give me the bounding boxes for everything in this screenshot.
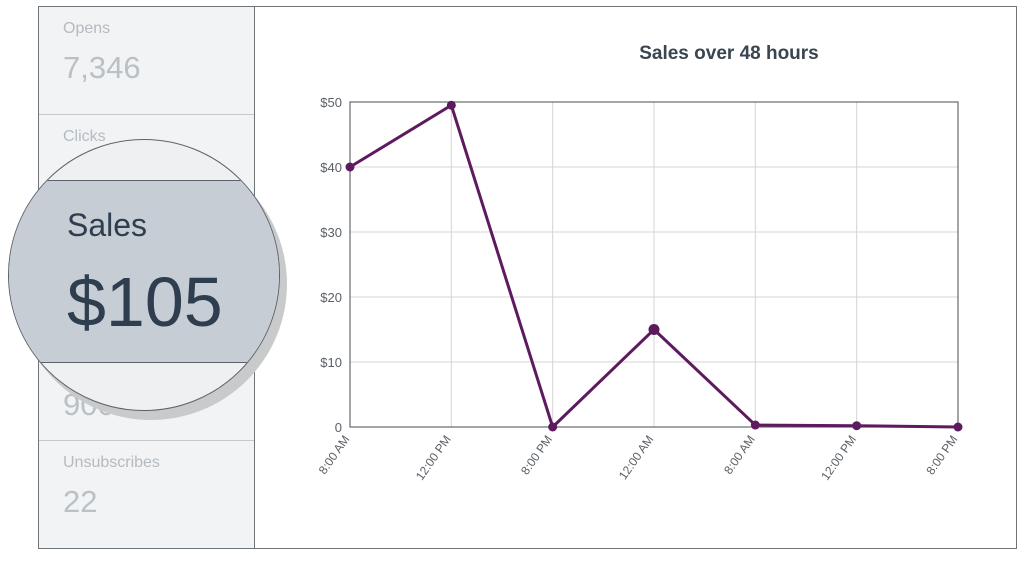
y-tick-label: $10 bbox=[320, 355, 342, 370]
metric-clicks-label: Clicks bbox=[63, 128, 106, 145]
x-tick-label: 12:00 PM bbox=[413, 433, 454, 483]
y-tick-label: $40 bbox=[320, 160, 342, 175]
metric-opens-value: 7,346 bbox=[63, 50, 141, 85]
magnified-sales-value: $105 bbox=[67, 263, 223, 341]
sales-data-point[interactable] bbox=[345, 162, 355, 172]
x-tick-label: 8:00 PM bbox=[518, 433, 555, 478]
metric-unsubscribes-label: Unsubscribes bbox=[63, 454, 160, 471]
x-tick-label: 8:00 PM bbox=[923, 433, 960, 478]
magnified-sales-band bbox=[9, 180, 279, 363]
metric-unsubscribes-value: 22 bbox=[63, 484, 98, 519]
sales-data-point[interactable] bbox=[953, 422, 963, 432]
dashboard-frame: Opens 7,346 Clicks 900 Unsubscribes 22 S… bbox=[38, 6, 1017, 549]
sales-line-chart: Sales over 48 hours 0 $10 $20 $30 $40 $50 8:00… bbox=[316, 43, 963, 483]
x-tick-label: 12:00 AM bbox=[616, 433, 657, 483]
sales-data-point[interactable] bbox=[852, 421, 862, 431]
sales-data-point[interactable] bbox=[446, 100, 456, 110]
sales-data-point[interactable] bbox=[750, 420, 760, 430]
y-tick-label: $20 bbox=[320, 290, 342, 305]
x-tick-label: 8:00 AM bbox=[721, 433, 758, 477]
x-tick-label: 12:00 PM bbox=[818, 433, 859, 483]
metric-unsubscribes[interactable]: Unsubscribes 22 bbox=[39, 441, 254, 548]
metric-opens[interactable]: Opens 7,346 bbox=[39, 7, 254, 115]
metric-opens-label: Opens bbox=[63, 20, 111, 37]
y-tick-label: $30 bbox=[320, 225, 342, 240]
chart-series bbox=[345, 100, 963, 432]
plot-border bbox=[349, 101, 959, 428]
sales-chart: Sales over 48 hours 0 $10 $20 $30 $40 $50 8:00… bbox=[294, 7, 1024, 556]
sales-data-point[interactable] bbox=[548, 422, 558, 432]
x-tick-label: 8:00 AM bbox=[316, 433, 353, 477]
y-tick-label: 0 bbox=[335, 420, 342, 435]
sales-data-point[interactable] bbox=[648, 324, 660, 335]
chart-title: Sales over 48 hours bbox=[639, 43, 819, 64]
y-tick-label: $50 bbox=[320, 95, 342, 110]
magnified-sales-label: Sales bbox=[67, 207, 148, 243]
magnifier-lens: Sales $105 bbox=[8, 139, 280, 411]
chart-grid bbox=[349, 101, 959, 428]
